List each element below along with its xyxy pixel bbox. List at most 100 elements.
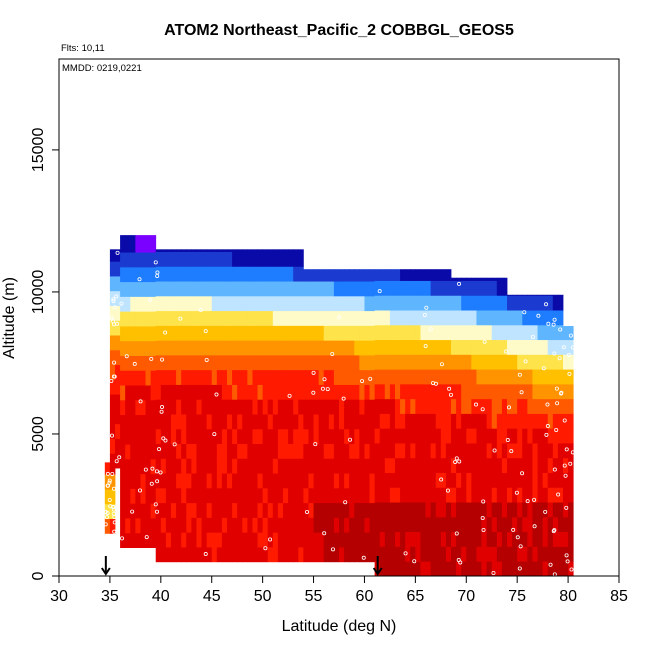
curtain-cell [501,428,508,444]
track-point [163,330,168,335]
curtain-cell [237,487,243,504]
track-point [117,455,122,460]
curtain-cell [247,281,253,297]
curtain-cell [328,269,335,282]
curtain-cell [227,473,233,489]
curtain-cell [237,428,243,445]
curtain-cell [303,399,309,415]
curtain-cell [369,532,376,548]
curtain-cell [339,281,345,297]
curtain-cell [283,414,289,430]
curtain-cell [150,473,157,489]
curtain-cell [206,473,213,489]
track-point [412,559,417,564]
curtain-cell [247,487,253,504]
curtain-cell [456,443,462,459]
curtain-cell [135,414,141,430]
curtain-cell [171,281,177,297]
curtain-cell [456,457,462,473]
curtain-cell [517,502,523,518]
curtain-cell [440,383,447,400]
track-point [157,447,162,452]
curtain-cell [145,340,152,356]
curtain-cell [328,399,335,415]
x-tick-label: 75 [508,588,526,605]
curtain-cell [125,266,131,283]
curtain-cell [369,354,376,371]
curtain-cell [257,487,264,504]
curtain-cell [109,489,116,505]
curtain-cell [517,369,523,385]
curtain-cell [165,369,172,385]
curtain-cell [440,310,447,326]
curtain-cell [242,369,248,385]
curtain-cell [522,294,528,296]
curtain-cell [171,354,177,371]
curtain-cell [176,414,182,430]
curtain-cell [384,516,391,533]
curtain-cell [232,458,238,474]
curtain-cell [313,310,320,326]
track-point [112,305,117,310]
curtain-cell [272,547,279,563]
track-point [552,351,557,356]
curtain-cell [339,325,345,341]
curtain-cell [272,502,279,518]
curtain-cell [247,517,253,533]
curtain-cell [267,325,274,341]
curtain-cell [501,383,508,400]
curtain-cell [160,384,167,400]
curtain-cell [323,443,330,459]
curtain-cell [359,369,365,385]
curtain-cell [176,384,182,400]
curtain-cell [384,398,391,414]
curtain-cell [298,249,304,252]
curtain-cell [501,502,508,518]
curtain-cell [288,295,294,312]
curtain-cell [552,398,559,414]
curtain-cell [171,443,177,459]
curtain-cell [522,561,528,577]
curtain-cell [186,532,192,548]
curtain-cell [150,326,157,342]
curtain-cell [491,310,498,326]
curtain-cell [191,473,197,489]
curtain-cell [501,324,508,341]
curtain-cell [262,473,269,489]
curtain-cell [410,443,416,459]
curtain-cell [150,414,157,430]
curtain-cell [456,531,462,547]
curtain-cell [344,369,350,385]
curtain-cell [328,310,335,326]
curtain-cell [237,281,243,297]
curtain-cell [333,532,340,548]
curtain-cell [369,369,376,385]
curtain-cell [359,443,365,459]
curtain-cell [552,428,559,444]
curtain-cell [216,532,223,548]
track-point [517,372,522,377]
curtain-cell [257,340,264,356]
curtain-cell [191,369,197,385]
curtain-cell [181,487,187,504]
curtain-cell [491,457,498,473]
track-point [160,357,165,362]
curtain-cell [420,457,426,473]
curtain-cell [486,295,493,311]
curtain-cell [491,354,498,370]
curtain-cell [364,414,370,430]
curtain-cell [216,399,223,415]
track-point [552,467,557,472]
curtain-cell [160,547,167,563]
curtain-cell [313,414,320,430]
curtain-cell [512,383,518,400]
curtain-cell [476,398,482,414]
curtain-cell [196,487,202,504]
curtain-cell [415,457,421,473]
curtain-cell [542,472,549,488]
curtain-cell [364,340,370,356]
curtain-cell [496,546,503,562]
curtain-cell [405,369,411,385]
curtain-cell [542,457,549,473]
curtain-cell [176,532,182,548]
